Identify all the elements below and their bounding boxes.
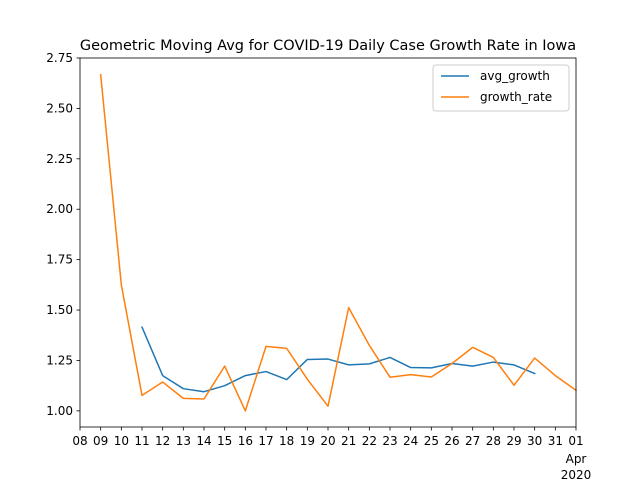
x-tick-label: 12 xyxy=(155,434,170,448)
x-month-label: Apr xyxy=(566,452,587,466)
x-tick-label: 20 xyxy=(320,434,335,448)
x-tick-label: 30 xyxy=(527,434,542,448)
x-tick-label: 24 xyxy=(403,434,418,448)
legend-label-avg-growth: avg_growth xyxy=(480,69,550,83)
x-tick-label: 25 xyxy=(424,434,439,448)
y-tick-label: 1.75 xyxy=(46,253,73,267)
x-tick-label: 10 xyxy=(114,434,129,448)
x-tick-label: 18 xyxy=(279,434,294,448)
y-tick-label: 2.25 xyxy=(46,152,73,166)
x-tick-label: 17 xyxy=(258,434,273,448)
x-tick-label: 16 xyxy=(238,434,253,448)
x-tick-label: 31 xyxy=(548,434,563,448)
y-tick-label: 1.50 xyxy=(46,303,73,317)
x-tick-label: 27 xyxy=(465,434,480,448)
y-tick-label: 1.25 xyxy=(46,353,73,367)
x-tick-label: 23 xyxy=(382,434,397,448)
legend-label-growth-rate: growth_rate xyxy=(480,90,552,104)
x-axis: Apr 2020 08 09 10 11 12 13 14 15 16 17 18 19 20 21 22 2… xyxy=(72,427,591,480)
y-tick-label: 2.50 xyxy=(46,101,73,115)
x-tick-label: 21 xyxy=(341,434,356,448)
x-year-label: 2020 xyxy=(561,468,592,480)
x-tick-label: 28 xyxy=(486,434,501,448)
series-line-growth-rate xyxy=(99,73,578,412)
x-tick-label: 19 xyxy=(300,434,315,448)
series-line-avg-growth xyxy=(141,326,536,393)
legend: avg_growth growth_rate xyxy=(432,64,570,112)
y-tick-label: 2.00 xyxy=(46,202,73,216)
x-tick-label: 22 xyxy=(362,434,377,448)
x-tick-label: 26 xyxy=(444,434,459,448)
x-tick-label: 01 xyxy=(568,434,583,448)
x-tick-label: 08 xyxy=(72,434,87,448)
y-tick-label: 2.75 xyxy=(46,51,73,65)
y-tick-label: 1.00 xyxy=(46,404,73,418)
x-tick-label: 09 xyxy=(93,434,108,448)
x-tick-label: 11 xyxy=(134,434,149,448)
x-tick-label: 15 xyxy=(217,434,232,448)
plot-lines xyxy=(99,73,578,412)
plot-frame xyxy=(79,57,577,428)
y-axis: 1.00 1.25 1.50 1.75 2.00 2.25 2.50 2.75 xyxy=(46,51,80,418)
chart-title: Geometric Moving Avg for COVID-19 Daily … xyxy=(80,38,576,54)
x-tick-label: 13 xyxy=(176,434,191,448)
x-tick-label: 29 xyxy=(506,434,521,448)
x-tick-label: 14 xyxy=(196,434,211,448)
